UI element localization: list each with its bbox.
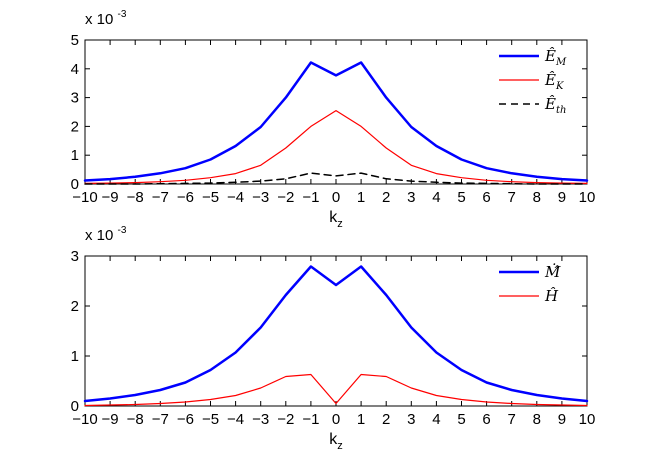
x-tick-label: −7 <box>152 411 169 428</box>
x-tick-label: −7 <box>152 189 169 206</box>
series-line-1 <box>83 61 589 182</box>
x-tick-label: 8 <box>533 411 541 428</box>
x-tick-label: −3 <box>252 411 269 428</box>
x-tick-label: −10 <box>72 189 97 206</box>
x-tick-label: 0 <box>332 411 340 428</box>
x-tick-label: −2 <box>277 189 294 206</box>
x-tick-label: 1 <box>357 411 365 428</box>
x-tick-label: −1 <box>302 411 319 428</box>
x-tick-label: −4 <box>227 411 244 428</box>
x-axis-title: kz <box>329 209 343 230</box>
x-tick-label: 2 <box>382 189 390 206</box>
series-line-1 <box>83 265 589 403</box>
y-tick-label: 2 <box>71 118 79 135</box>
x-tick-label: 9 <box>558 189 566 206</box>
x-tick-label: 0 <box>332 189 340 206</box>
x-tick-label: 9 <box>558 411 566 428</box>
x-axis-title: kz <box>329 431 343 452</box>
x-tick-label: 3 <box>407 411 415 428</box>
x-tick-label: 4 <box>432 189 440 206</box>
x-tick-label: 8 <box>533 189 541 206</box>
legend-label-1: ÊM <box>544 47 567 68</box>
x-tick-label: −9 <box>102 411 119 428</box>
x-tick-label: 2 <box>382 411 390 428</box>
x-tick-label: −5 <box>202 411 219 428</box>
y-tick-label: 4 <box>71 61 79 78</box>
x-tick-label: 5 <box>457 189 465 206</box>
plot-frame <box>84 39 588 185</box>
x-tick-label: −6 <box>177 189 194 206</box>
x-tick-label: 6 <box>482 411 490 428</box>
y-tick-label: 1 <box>71 147 79 164</box>
y-tick-label: 0 <box>71 398 79 415</box>
x-tick-label: 3 <box>407 189 415 206</box>
legend-label-2: Ĥ <box>544 287 559 305</box>
x-tick-label: −1 <box>302 189 319 206</box>
y-tick-label: 3 <box>71 248 79 265</box>
legend-label-2: ÊK <box>544 71 564 92</box>
y-tick-label: 1 <box>71 348 79 365</box>
x-tick-label: 10 <box>579 411 596 428</box>
x-tick-label: 4 <box>432 411 440 428</box>
x-tick-label: −10 <box>72 411 97 428</box>
legend-label-3: Êth <box>544 95 566 116</box>
y-tick-label: 0 <box>71 176 79 193</box>
x-tick-label: 10 <box>579 189 596 206</box>
legend-label-1: Ṁ̂ <box>544 263 561 281</box>
series-line-3 <box>84 172 588 185</box>
plot-frame <box>84 255 588 407</box>
x-tick-label: 6 <box>482 189 490 206</box>
x-tick-label: 1 <box>357 189 365 206</box>
x-tick-label: −4 <box>227 189 244 206</box>
y-scale-multiplier: x 10 -3 <box>85 9 127 28</box>
x-tick-label: −6 <box>177 411 194 428</box>
chart-panel-1: −10 −9 −8 −7 −6 −5 −4 −3 −2 −1 0 1 2 3 4 5 6 7 8 9 10012345x… <box>71 9 596 230</box>
y-tick-label: 2 <box>71 298 79 315</box>
x-tick-label: −9 <box>102 189 119 206</box>
x-tick-label: 7 <box>508 189 516 206</box>
x-tick-label: −8 <box>127 189 144 206</box>
x-tick-label: −5 <box>202 189 219 206</box>
y-tick-label: 3 <box>71 90 79 107</box>
x-tick-label: −3 <box>252 189 269 206</box>
y-tick-label: 5 <box>71 32 79 49</box>
x-tick-label: 5 <box>457 411 465 428</box>
x-tick-label: −8 <box>127 411 144 428</box>
series-line-2 <box>84 109 588 184</box>
y-scale-multiplier: x 10 -3 <box>85 225 127 244</box>
x-tick-label: 7 <box>508 411 516 428</box>
x-tick-label: −2 <box>277 411 294 428</box>
